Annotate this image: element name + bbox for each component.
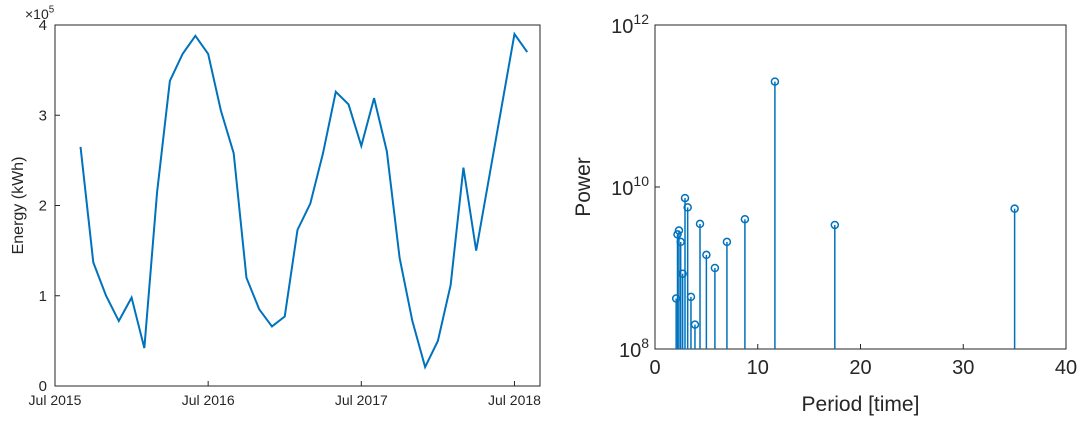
stem-marker — [702, 250, 711, 260]
y-tick-label: 1010 — [611, 173, 649, 200]
y-tick-label-exp: 10 — [633, 173, 649, 189]
x-tick-label: Jul 2017 — [335, 392, 388, 408]
stem-marker — [680, 193, 690, 203]
stem-marker — [740, 214, 750, 224]
x-tick-label: 20 — [849, 357, 871, 379]
x-tick-label: Jul 2016 — [182, 392, 235, 408]
stem-marker — [710, 263, 720, 273]
stem-marker — [830, 220, 840, 230]
y-tick-label-exp: 12 — [633, 11, 649, 27]
axes-box — [654, 24, 1067, 350]
y-axis-label: Power — [572, 157, 595, 217]
y-tick-label-exp: 8 — [641, 335, 649, 351]
y-axis-label: Energy (kWh) — [10, 157, 27, 255]
stem-marker — [1010, 204, 1019, 213]
x-tick-label: 40 — [1055, 357, 1077, 379]
y-tick-label: 0 — [39, 378, 47, 395]
stem-marker — [671, 294, 681, 303]
y-tick-label: 1012 — [611, 11, 649, 38]
y-tick-label: 4 — [39, 17, 47, 34]
x-tick-label: 10 — [747, 357, 769, 379]
x-tick-label: 30 — [952, 357, 974, 379]
stem-marker — [674, 226, 684, 235]
y-tick-label-base: 10 — [611, 16, 633, 38]
y-tick-label: 2 — [39, 198, 47, 215]
stem-marker — [683, 203, 692, 212]
y-tick-label: 3 — [39, 107, 47, 124]
x-tick-label: 0 — [649, 357, 660, 379]
stem-marker — [673, 230, 682, 239]
x-axis-label: Period [time] — [802, 393, 920, 416]
stem-marker — [770, 77, 780, 86]
y-tick-label: 1 — [39, 288, 47, 305]
y-tick-label-base: 10 — [619, 340, 641, 362]
y-multiplier-exp: 5 — [49, 5, 55, 16]
y-multiplier-base: ×10 — [25, 6, 49, 22]
stem-marker — [695, 219, 705, 229]
axes-box — [54, 24, 541, 387]
y-tick-label-base: 10 — [611, 178, 633, 200]
x-tick-label: Jul 2015 — [29, 392, 82, 408]
x-tick-label: Jul 2018 — [488, 392, 541, 408]
y-tick-label: 108 — [619, 335, 649, 362]
y-multiplier: ×105 — [25, 5, 55, 22]
stem-marker — [722, 237, 732, 247]
line-series — [79, 31, 529, 370]
